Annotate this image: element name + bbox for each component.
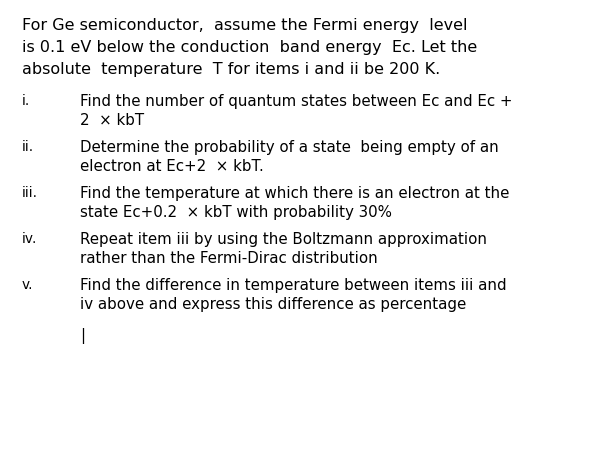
Text: iv above and express this difference as percentage: iv above and express this difference as …: [80, 296, 466, 311]
Text: state Ec+0.2  × kbT with probability 30%: state Ec+0.2 × kbT with probability 30%: [80, 205, 392, 220]
Text: absolute  temperature  T for items i and ii be 200 K.: absolute temperature T for items i and i…: [22, 62, 440, 77]
Text: 2  × kbT: 2 × kbT: [80, 113, 144, 128]
Text: Find the temperature at which there is an electron at the: Find the temperature at which there is a…: [80, 186, 509, 201]
Text: iv.: iv.: [22, 231, 37, 245]
Text: Determine the probability of a state  being empty of an: Determine the probability of a state bei…: [80, 140, 499, 155]
Text: Repeat item iii by using the Boltzmann approximation: Repeat item iii by using the Boltzmann a…: [80, 231, 487, 246]
Text: is 0.1 eV below the conduction  band energy  Ec. Let the: is 0.1 eV below the conduction band ener…: [22, 40, 477, 55]
Text: iii.: iii.: [22, 186, 38, 199]
Text: Find the difference in temperature between items iii and: Find the difference in temperature betwe…: [80, 277, 506, 292]
Text: For Ge semiconductor,  assume the Fermi energy  level: For Ge semiconductor, assume the Fermi e…: [22, 18, 467, 33]
Text: Find the number of quantum states between Ec and Ec +: Find the number of quantum states betwee…: [80, 94, 512, 109]
Text: rather than the Fermi-Dirac distribution: rather than the Fermi-Dirac distribution: [80, 250, 378, 265]
Text: electron at Ec+2  × kbT.: electron at Ec+2 × kbT.: [80, 159, 264, 174]
Text: |: |: [80, 327, 85, 343]
Text: v.: v.: [22, 277, 34, 291]
Text: ii.: ii.: [22, 140, 34, 154]
Text: i.: i.: [22, 94, 30, 108]
